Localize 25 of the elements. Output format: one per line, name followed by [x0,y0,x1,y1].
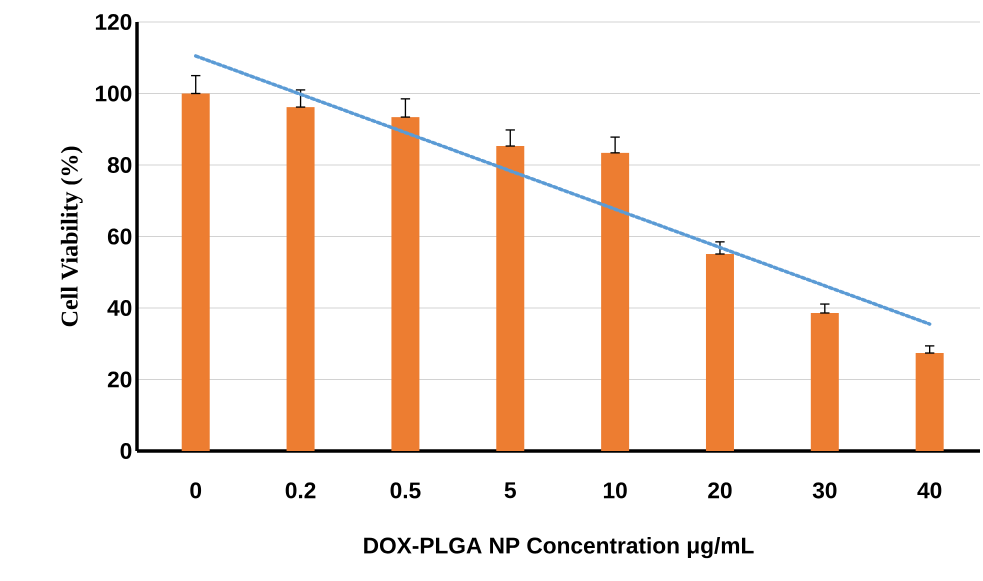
y-tick-label: 100 [96,85,132,102]
bar [810,312,839,451]
bar [182,93,210,451]
x-tick-label: 10 [604,482,627,498]
bar [706,254,734,451]
bar [601,152,630,451]
x-tick-label: 5 [504,482,516,498]
bar [496,146,524,451]
y-tick-label: 80 [108,156,132,174]
x-axis-title: DOX-PLGA NP Concentration μg/mL [364,536,754,558]
x-tick-label: 40 [917,482,942,498]
x-tick-label: 0.2 [286,482,316,498]
x-tick-label: 20 [708,482,732,498]
y-axis-title: Cell Viability (%) [60,146,83,326]
y-tick-label: 0 [120,442,132,460]
bar [391,117,420,451]
y-tick-label: 120 [96,14,132,30]
bar [916,353,944,451]
x-tick-label: 0 [190,482,202,498]
y-tick-label: 40 [107,300,132,316]
bar [286,107,315,451]
x-tick-label: 0.5 [390,482,421,498]
y-tick-label: 20 [108,371,132,388]
x-tick-label: 30 [812,482,836,498]
y-tick-label: 60 [108,228,132,245]
